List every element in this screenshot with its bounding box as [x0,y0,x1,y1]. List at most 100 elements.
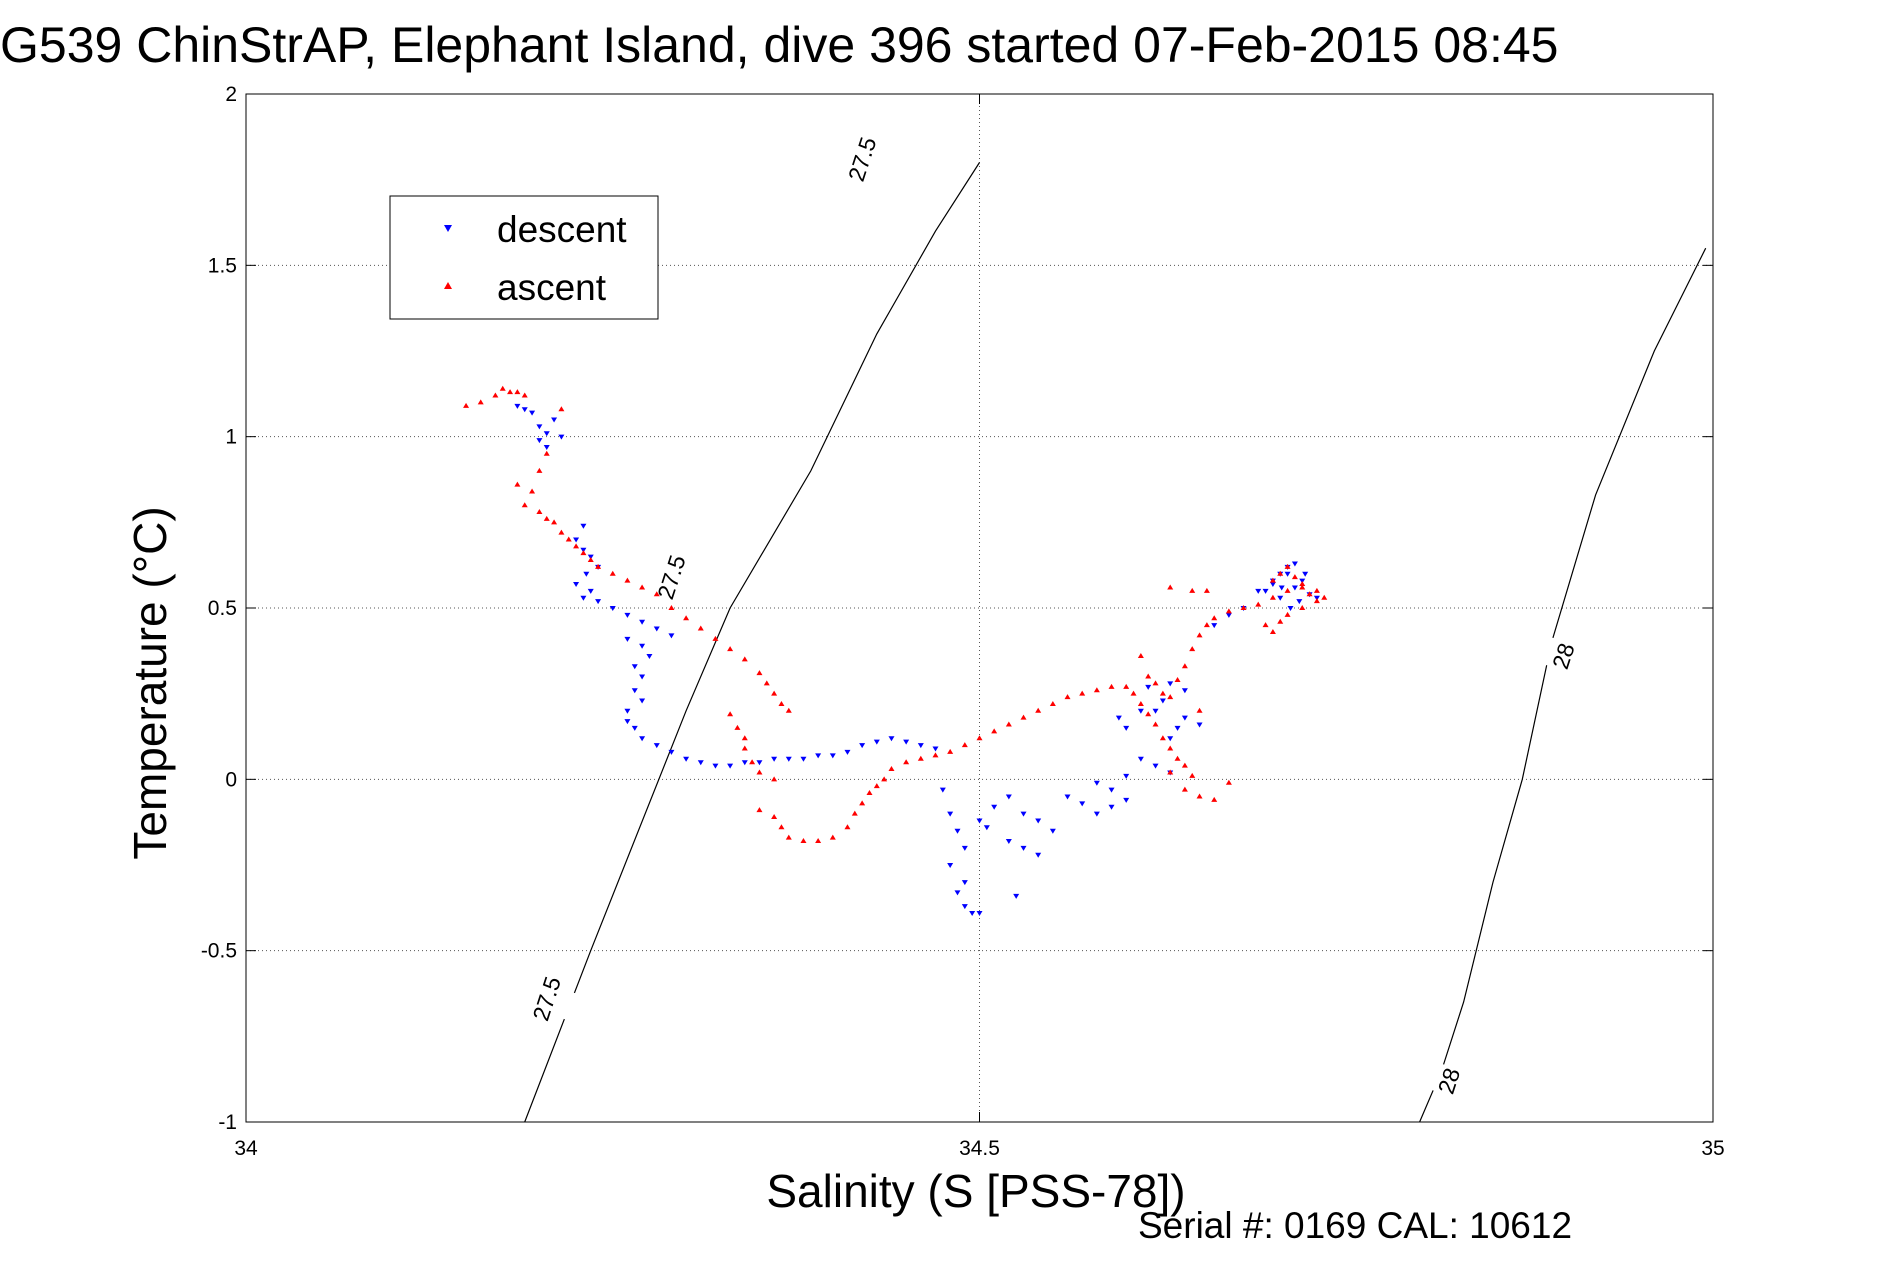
ascent-point [543,515,550,521]
ascent-point [829,834,836,840]
ascent-point [1240,605,1247,610]
descent-point [1278,585,1285,591]
y-tick-label: -1 [218,1111,237,1134]
ascent-point [881,776,888,782]
ascent-point [888,766,895,772]
descent-point [536,424,543,430]
descent-point [815,753,822,759]
descent-point [1093,811,1100,817]
ascent-point [727,646,734,652]
ascent-point [1203,587,1210,593]
descent-point [668,633,675,639]
contour-label-bg [1530,633,1597,679]
ascent-point [514,389,521,395]
ascent-point [991,728,998,734]
ascent-point [1174,676,1181,682]
legend-ascent-marker [444,282,452,289]
ascent-point [558,529,565,535]
ascent-point [1181,663,1188,669]
ascent-point [1108,683,1115,689]
descent-point [1269,582,1276,588]
legend-box [389,195,659,320]
descent-point [947,863,954,868]
ascent-point [1189,772,1196,778]
ascent-point [1145,673,1152,679]
ascent-point [844,824,851,830]
ascent-point [595,563,602,569]
isopycnal-27.5 [524,162,981,1123]
ascent-point [778,700,785,706]
ascent-point [573,543,580,549]
descent-point [697,760,704,766]
ascent-point [756,807,763,813]
descent-point [712,763,719,769]
descent-point [653,626,660,632]
descent-point [1291,585,1298,591]
descent-point [587,588,594,594]
descent-point [1174,725,1181,731]
descent-point [1137,708,1144,714]
ascent-point [1306,591,1313,597]
ascent-point [771,776,778,782]
ascent-point [1181,786,1188,792]
ascent-point [463,402,470,408]
descent-point [954,890,961,896]
ascent-point [639,584,646,590]
descent-point [1137,756,1144,762]
descent-point [631,688,638,694]
ascent-point [1196,707,1203,713]
ascent-point [734,724,741,730]
descent-point [1296,599,1303,605]
ascent-point [1167,694,1174,700]
descent-point [1123,797,1130,803]
ascent-point [1123,683,1130,689]
ascent-point [1196,632,1203,638]
descent-point [583,571,590,577]
ascent-point [976,735,983,741]
legend-descent-label: descent [497,209,627,250]
descent-point [521,407,528,413]
ascent-point [1079,690,1086,696]
descent-point [1181,715,1188,721]
descent-point [1152,763,1159,769]
ascent-point [1137,652,1144,658]
descent-point [983,825,990,831]
ascent-point [866,790,873,796]
ascent-point [1262,622,1269,628]
descent-point [1049,828,1056,834]
ascent-point [1137,700,1144,706]
ascent-point [903,759,910,765]
ascent-point [529,488,536,494]
descent-point [873,739,880,745]
descent-point [756,760,763,766]
descent-point [727,763,734,769]
ascent-point [749,759,756,765]
descent-point [1284,571,1291,577]
ascent-point [1299,605,1306,610]
descent-point [551,417,558,423]
descent-point [631,725,638,731]
data-points [463,385,1328,916]
ascent-point [1152,680,1159,686]
descent-point [800,756,807,762]
descent-point [639,736,646,742]
ascent-point [1269,594,1276,600]
serial-number: Serial #: 0169 CAL: 10612 [1138,1205,1572,1246]
ascent-point [741,656,748,662]
ascent-point [477,399,484,405]
ascent-point [587,557,594,563]
ascent-point [558,406,565,412]
ascent-point [1211,615,1218,621]
descent-point [646,653,653,659]
ascent-point [1321,594,1328,600]
descent-point [624,719,631,725]
ascent-point [1284,611,1291,617]
descent-point [976,818,983,824]
y-tick-label: 1 [225,426,237,449]
ascent-point [917,755,924,761]
ascent-point [565,536,572,542]
ascent-point [653,591,660,597]
descent-point [859,743,866,749]
